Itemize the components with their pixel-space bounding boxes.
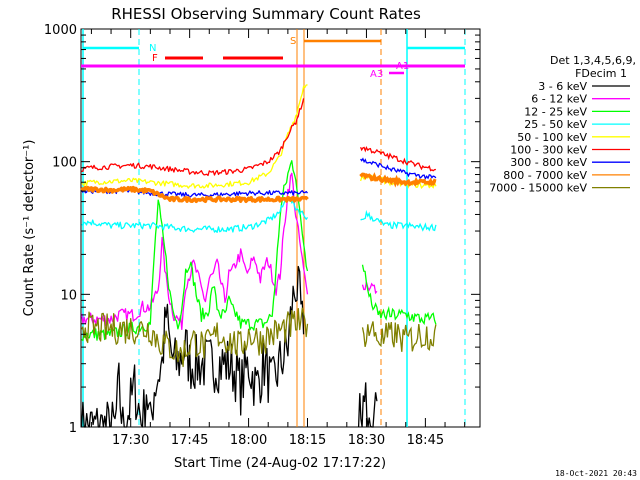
y-axis-label: Count Rate (s⁻¹ detector⁻¹)	[22, 140, 37, 317]
series-line-7-post	[360, 157, 437, 180]
series-line-9	[81, 307, 309, 368]
series-line-8-post	[359, 172, 437, 188]
series-line-3-post	[361, 264, 437, 326]
series-line-8	[80, 185, 309, 204]
legend-label: 300 - 800 keV	[510, 156, 587, 169]
series-line-4-post	[360, 209, 437, 232]
x-axis-label: Start Time (24-Aug-02 17:17:22)	[174, 456, 386, 471]
y-axis: 1 10 100 1000	[44, 23, 480, 436]
legend-label: 6 - 12 keV	[531, 93, 587, 106]
series-layer	[80, 84, 437, 428]
series-line-6	[81, 98, 305, 177]
legend-label: 12 - 25 keV	[524, 105, 587, 118]
legend-label: 50 - 100 keV	[517, 131, 587, 144]
x-tick-label: 17:30	[112, 433, 149, 448]
x-tick-label: 18:15	[289, 433, 326, 448]
y-tick-label: 1	[69, 421, 77, 436]
flag-label-n: N	[149, 43, 156, 54]
series-line-9-post	[361, 321, 437, 352]
series-line-6-post	[360, 146, 436, 172]
flag-label-s: S	[290, 36, 296, 47]
y-tick-label: 10	[60, 288, 77, 303]
series-line-2-post	[361, 281, 378, 295]
y-tick-label: 100	[52, 156, 77, 171]
render-timestamp: 18-Oct-2021 20:43	[555, 469, 637, 478]
series-line-4	[81, 197, 309, 233]
chart-title: RHESSI Observing Summary Count Rates	[111, 5, 421, 23]
flag-label-a3: A3	[370, 69, 383, 80]
series-line-1	[80, 265, 305, 428]
legend-header-line-2: FDecim 1	[575, 67, 627, 80]
legend-header-line-1: Det 1,3,4,5,6,9,	[550, 54, 636, 67]
x-tick-label: 18:30	[348, 433, 385, 448]
series-line-5	[81, 84, 308, 189]
plot-frame	[80, 28, 481, 428]
flag-label-a1: A1	[396, 61, 409, 72]
x-tick-label: 17:45	[171, 433, 208, 448]
legend-label: 25 - 50 keV	[524, 118, 587, 131]
x-axis: 17:30 17:45 18:00 18:15 18:30 18:45	[90, 29, 466, 448]
observing-flags: NF S A3 A1	[81, 29, 466, 427]
x-tick-label: 18:00	[230, 433, 267, 448]
series-line-1-post	[357, 382, 378, 428]
legend-label: 800 - 7000 keV	[503, 169, 587, 182]
y-tick-label: 1000	[44, 23, 77, 38]
legend-label: 100 - 300 keV	[510, 144, 587, 157]
x-tick-label: 18:45	[407, 433, 444, 448]
flag-label-f: F	[152, 53, 158, 64]
legend-label: 7000 - 15000 keV	[489, 182, 587, 195]
legend-label: 3 - 6 keV	[538, 80, 587, 93]
series-line-2	[80, 172, 309, 331]
